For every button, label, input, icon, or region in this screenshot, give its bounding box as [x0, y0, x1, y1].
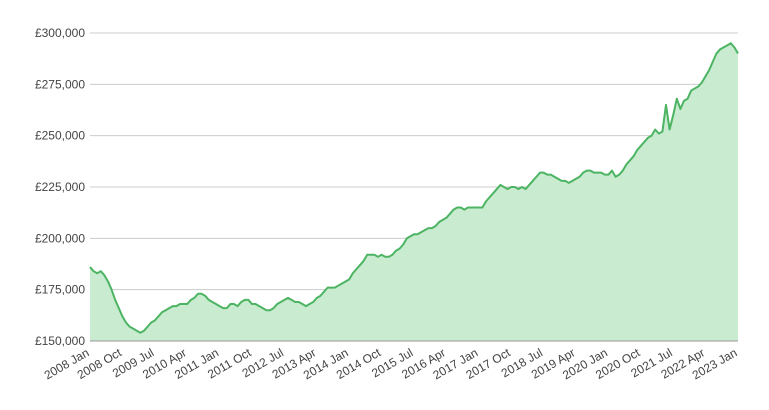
y-tick-label: £250,000	[35, 129, 85, 143]
y-tick-label: £225,000	[35, 180, 85, 194]
area	[90, 43, 738, 342]
line	[89, 42, 739, 334]
y-tick-label: £275,000	[35, 77, 85, 91]
y-tick-label: £200,000	[35, 231, 85, 245]
y-tick-label: £300,000	[35, 26, 85, 40]
y-tick-label: £175,000	[35, 283, 85, 297]
y-tick-label: £150,000	[35, 334, 85, 348]
